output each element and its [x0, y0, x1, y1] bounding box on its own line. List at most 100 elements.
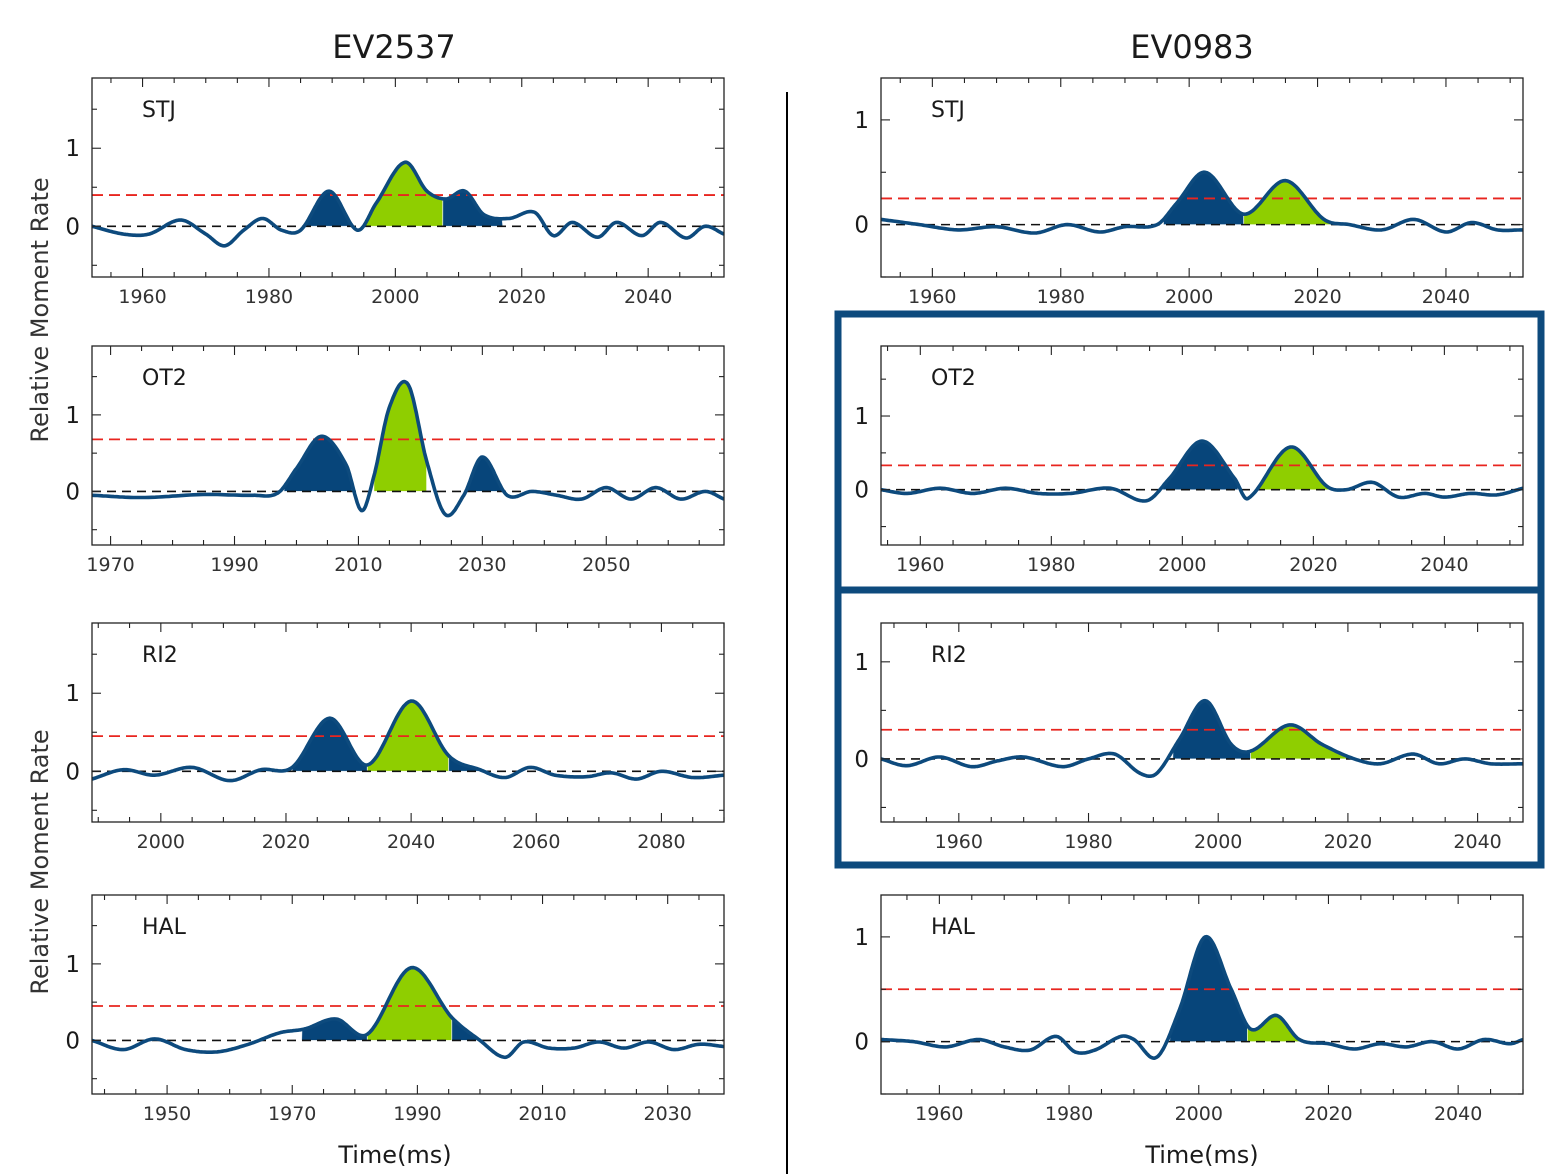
x-tick-label: 2080: [637, 831, 685, 853]
x-tick-label: 2030: [644, 1103, 692, 1125]
x-tick-label: 1950: [143, 1103, 191, 1125]
panel-ev2537-ot2: 1970 1990 2010 2030 2050 0 1 OT2: [65, 345, 725, 576]
x-tick-label: 2010: [518, 1103, 566, 1125]
x-tick-label: 2000: [137, 831, 185, 853]
station-label: STJ: [142, 98, 176, 123]
y-axis-label-lower: Relative Moment Rate: [26, 729, 54, 994]
station-label: HAL: [142, 915, 187, 940]
axes-frame: [880, 77, 1524, 278]
x-tick-label: 2040: [1434, 1103, 1482, 1125]
x-tick-label: 1960: [896, 554, 944, 576]
station-label: RI2: [931, 643, 967, 668]
axes-frame: [880, 894, 1524, 1095]
highlight-region-primary: [283, 435, 353, 492]
x-tick-label: 2000: [1175, 1103, 1223, 1125]
x-tick-label: 1960: [935, 831, 983, 853]
x-tick-label: 2020: [1304, 1103, 1352, 1125]
x-tick-label: 2000: [1158, 554, 1206, 576]
y-tick-label: 0: [854, 747, 869, 773]
axes-frame: [91, 894, 725, 1095]
highlight-regions: [283, 381, 509, 492]
station-label: STJ: [931, 98, 965, 123]
axes-frame: [91, 77, 725, 278]
x-tick-label: 1970: [86, 554, 134, 576]
panel-ev2537-stj: 1960 1980 2000 2020 2040 0 1 STJ: [65, 77, 725, 308]
highlight-regions: [301, 967, 481, 1041]
y-tick-label: 1: [65, 952, 80, 978]
moment-rate-trace: [92, 699, 724, 783]
y-tick-label: 0: [65, 1028, 80, 1054]
x-tick-label: 2020: [262, 831, 310, 853]
panel-ev2537-ri2: 2000 2020 2040 2060 2080 0 1 RI2: [65, 622, 725, 853]
y-tick-label: 1: [854, 650, 869, 676]
y-tick-label: 1: [65, 403, 80, 429]
y-tick-label: 1: [854, 108, 869, 134]
x-tick-label: 2040: [1420, 554, 1468, 576]
x-axis-label-right: Time(ms): [1144, 1141, 1258, 1169]
axes-frame: [91, 622, 725, 823]
x-tick-label: 2000: [1194, 831, 1242, 853]
station-label: RI2: [142, 643, 178, 668]
x-tick-label: 2020: [498, 286, 546, 308]
station-label: HAL: [931, 915, 976, 940]
x-tick-label: 2020: [1289, 554, 1337, 576]
station-label: OT2: [931, 366, 976, 391]
x-tick-label: 2040: [1422, 286, 1470, 308]
x-tick-label: 1960: [118, 286, 166, 308]
y-tick-label: 0: [854, 1030, 869, 1056]
x-tick-label: 1960: [915, 1103, 963, 1125]
x-tick-label: 2040: [624, 286, 672, 308]
x-tick-label: 1980: [1045, 1103, 1093, 1125]
highlight-region-secondary: [366, 967, 453, 1041]
x-tick-label: 2010: [334, 554, 382, 576]
x-tick-label: 1980: [1037, 286, 1085, 308]
panel-ev0983-stj: 1960 1980 2000 2020 2040 0 1 STJ: [854, 77, 1524, 308]
y-axis-label-upper: Relative Moment Rate: [26, 177, 54, 442]
x-tick-label: 2020: [1293, 286, 1341, 308]
axes-frame: [880, 345, 1524, 546]
x-tick-label: 2040: [387, 831, 435, 853]
y-tick-label: 0: [65, 759, 80, 785]
panel-ev2537-hal: 1950 1970 1990 2010 2030 0 1 HAL: [65, 894, 725, 1125]
highlight-region-secondary: [1254, 446, 1331, 491]
axes-frame: [880, 622, 1524, 823]
highlight-region-primary: [301, 1018, 368, 1041]
panel-ev0983-ri2: 1960 1980 2000 2020 2040 0 1 RI2: [854, 622, 1524, 853]
y-tick-label: 0: [854, 478, 869, 504]
x-tick-label: 2040: [1453, 831, 1501, 853]
x-tick-label: 1980: [1027, 554, 1075, 576]
column-title-ev2537: EV2537: [332, 28, 456, 66]
panels: 1960 1980 2000 2020 2040 0 1 STJ 1970 1990 2010 203…: [65, 77, 1524, 1125]
x-tick-label: 1970: [268, 1103, 316, 1125]
station-label: OT2: [142, 366, 187, 391]
moment-rate-trace: [881, 698, 1523, 778]
y-tick-label: 1: [65, 681, 80, 707]
moment-rate-trace: [92, 965, 724, 1060]
x-tick-label: 2050: [582, 554, 630, 576]
moment-rate-trace: [92, 379, 724, 518]
highlight-region-primary: [291, 717, 368, 772]
x-tick-label: 2020: [1324, 831, 1372, 853]
y-tick-label: 0: [854, 213, 869, 239]
moment-rate-trace: [881, 170, 1523, 235]
axes-frame: [91, 345, 725, 546]
moment-rate-trace: [881, 934, 1523, 1060]
y-tick-label: 1: [854, 404, 869, 430]
x-tick-label: 1980: [245, 286, 293, 308]
x-tick-label: 2000: [371, 286, 419, 308]
x-tick-label: 1990: [210, 554, 258, 576]
column-title-ev0983: EV0983: [1130, 28, 1254, 66]
x-tick-label: 2000: [1165, 286, 1213, 308]
y-tick-label: 1: [65, 136, 80, 162]
y-tick-label: 0: [65, 479, 80, 505]
y-tick-label: 1: [854, 925, 869, 951]
panel-ev0983-hal: 1960 1980 2000 2020 2040 0 1 HAL: [854, 894, 1524, 1125]
x-axis-label-left: Time(ms): [337, 1141, 451, 1169]
y-tick-label: 0: [65, 214, 80, 240]
moment-rate-trace: [92, 160, 724, 248]
x-tick-label: 1980: [1064, 831, 1112, 853]
moment-rate-trace: [881, 439, 1523, 503]
x-tick-label: 2060: [512, 831, 560, 853]
x-tick-label: 1960: [908, 286, 956, 308]
